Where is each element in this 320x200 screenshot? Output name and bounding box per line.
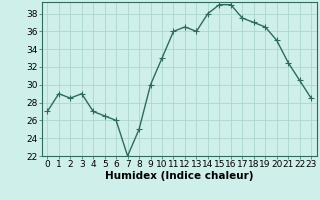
- X-axis label: Humidex (Indice chaleur): Humidex (Indice chaleur): [105, 171, 253, 181]
